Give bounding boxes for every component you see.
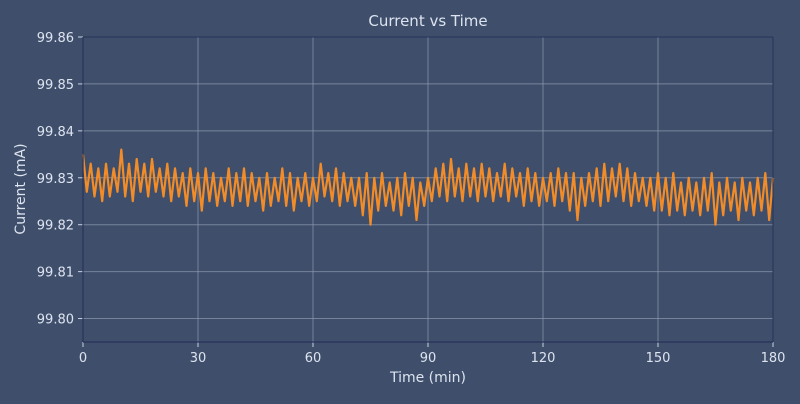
axes: 0 30 60 90 120 150 180 99.80 99.81 99.82 99.83 99.8… bbox=[37, 31, 786, 366]
y-tick-label: 99.86 bbox=[37, 31, 74, 46]
x-tick-label: 150 bbox=[646, 351, 671, 366]
x-tick-label: 0 bbox=[79, 351, 87, 366]
current-series-line bbox=[81, 148, 775, 226]
y-tick-label: 99.85 bbox=[37, 78, 74, 93]
series-layer bbox=[81, 148, 775, 226]
x-tick-label: 180 bbox=[761, 351, 786, 366]
y-tick-label: 99.80 bbox=[37, 313, 74, 328]
y-tick-label: 99.83 bbox=[37, 172, 74, 187]
x-tick-label: 60 bbox=[305, 351, 322, 366]
x-tick-label: 120 bbox=[531, 351, 556, 366]
grid bbox=[83, 36, 774, 342]
x-tick-label: 30 bbox=[190, 351, 207, 366]
y-axis-label: Current (mA) bbox=[13, 143, 29, 234]
x-axis-label: Time (min) bbox=[389, 370, 466, 386]
x-tick-label: 90 bbox=[420, 351, 437, 366]
chart-title: Current vs Time bbox=[368, 12, 487, 30]
y-tick-label: 99.84 bbox=[37, 125, 74, 140]
y-tick-label: 99.81 bbox=[37, 266, 74, 281]
y-tick-label: 99.82 bbox=[37, 219, 74, 234]
